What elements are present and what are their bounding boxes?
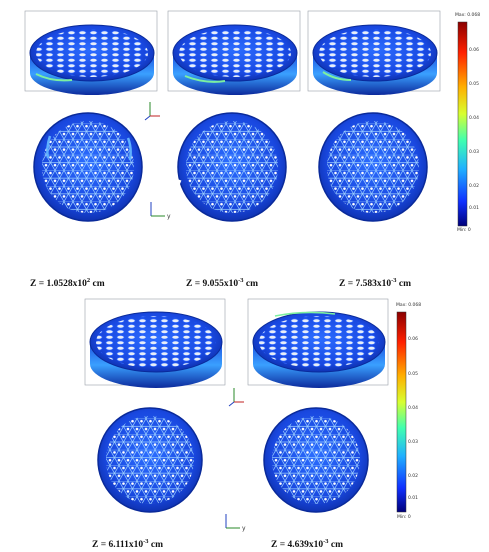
- caption-z-4: Z = 6.111x10-3 cm: [92, 538, 164, 551]
- colorbar-bottom-min: Min: 0: [397, 515, 411, 520]
- axis-triad-2d-bottom: y: [225, 514, 246, 532]
- axis-triad-top: [144, 102, 160, 121]
- colorbar-top-tick: 0.01: [469, 206, 480, 211]
- cross-section-4: [97, 407, 203, 513]
- colorbar-top: [457, 21, 468, 227]
- colorbar-top-tick: 0.03: [469, 150, 480, 155]
- colorbar-bottom-max: Max: 0.068: [396, 303, 422, 308]
- colorbar-bottom-tick: 0.02: [408, 474, 419, 479]
- caption-z-3: Z = 7.583x10-3 cm: [339, 277, 412, 290]
- colorbar-top-tick: 0.02: [469, 184, 480, 189]
- cross-section-3: [318, 112, 428, 222]
- colorbar-top-tick: 0.06: [469, 48, 480, 53]
- colorbar-bottom-tick: 0.05: [408, 372, 419, 377]
- disk-3d-1: [24, 10, 158, 95]
- disk-3d-5: [247, 298, 389, 388]
- colorbar-bottom-tick: 0.01: [408, 496, 419, 501]
- cross-section-2: [174, 112, 287, 222]
- caption-z-2: Z = 9.055x10-3 cm: [186, 277, 259, 290]
- caption-z-1: Z = 1.0528x102 cm: [30, 277, 105, 290]
- colorbar-bottom: [396, 311, 407, 513]
- cross-section-5: [263, 407, 369, 513]
- colorbar-top-min: Min: 0: [457, 228, 471, 233]
- axis-triad-bottom: [228, 388, 244, 407]
- axis-y-label: y: [242, 525, 246, 532]
- colorbar-top-max: Max: 0.068: [455, 13, 481, 18]
- axis-triad-2d-top: y: [150, 202, 171, 220]
- disk-3d-3: [307, 10, 441, 95]
- caption-z-5: Z = 4.639x10-3 cm: [271, 538, 344, 551]
- colorbar-bottom-tick: 0.06: [408, 337, 419, 342]
- disk-3d-4: [84, 298, 226, 388]
- colorbar-top-tick: 0.05: [469, 82, 480, 87]
- axis-y-label: y: [167, 213, 171, 220]
- cross-section-1: [33, 112, 143, 222]
- colorbar-bottom-tick: 0.04: [408, 406, 419, 411]
- colorbar-top-tick: 0.04: [469, 116, 480, 121]
- colorbar-bottom-tick: 0.03: [408, 440, 419, 445]
- disk-3d-2: [167, 10, 301, 95]
